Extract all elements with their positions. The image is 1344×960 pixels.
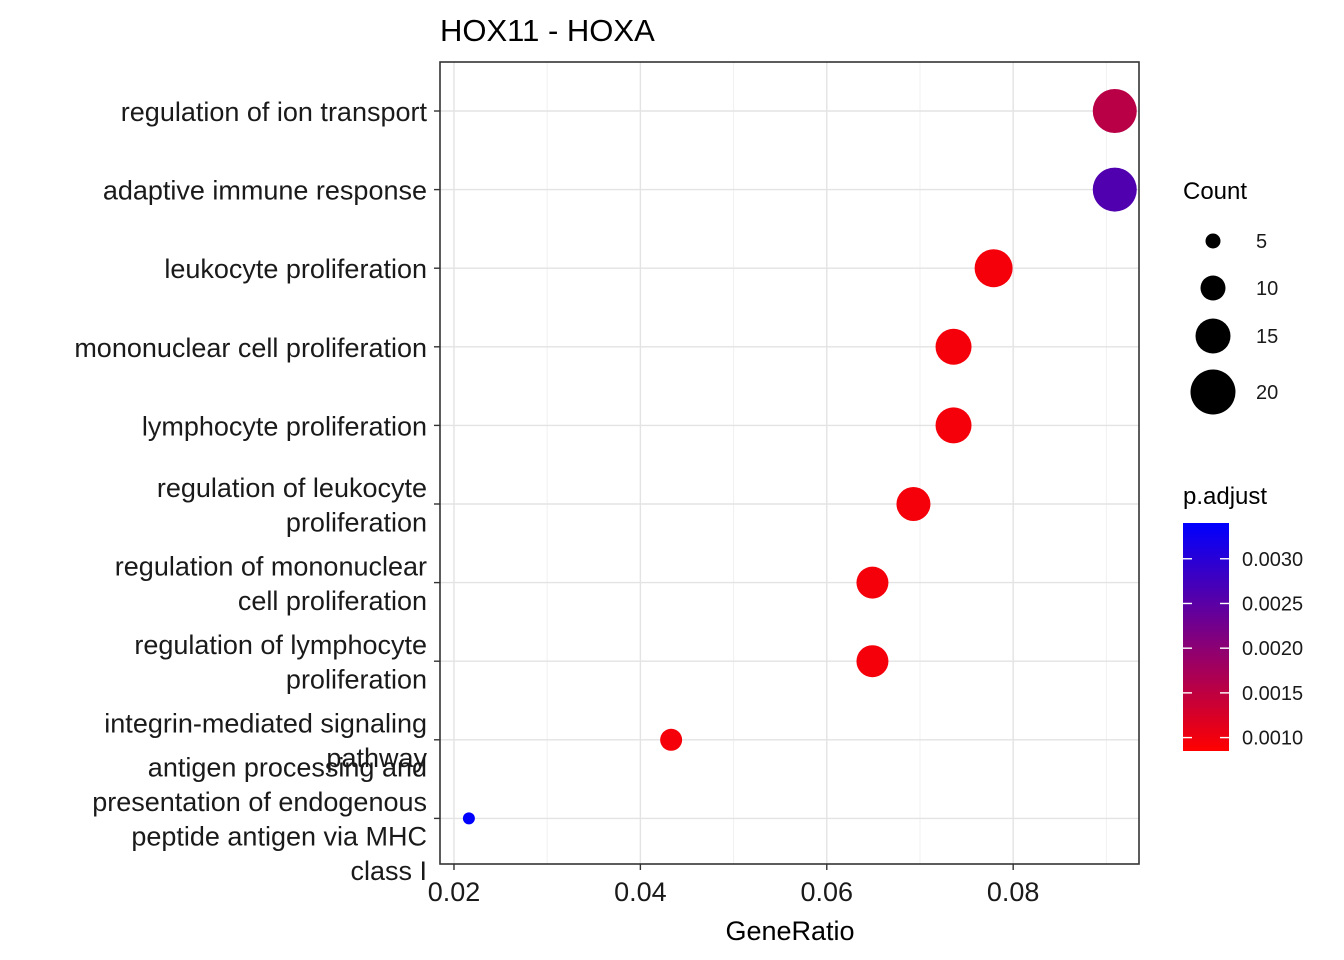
- y-tick-label: lymphocyte proliferation: [142, 411, 427, 441]
- data-points: [462, 89, 1137, 825]
- panel-frame: [439, 61, 1140, 865]
- count-legend-key: [1195, 318, 1231, 354]
- x-tick-label: 0.06: [800, 877, 853, 907]
- x-tick-label: 0.04: [614, 877, 667, 907]
- y-tick-label: cell proliferation: [238, 586, 427, 616]
- count-legend-key: [1200, 275, 1226, 301]
- data-point: [856, 566, 889, 599]
- count-legend-key: [1190, 369, 1236, 415]
- count-legend-key: [1205, 233, 1221, 249]
- data-point: [935, 407, 972, 444]
- x-axis-title: GeneRatio: [725, 916, 854, 946]
- data-point: [462, 812, 475, 825]
- x-tick-label: 0.02: [428, 877, 481, 907]
- count-legend-label: 15: [1256, 326, 1278, 348]
- y-tick-label: mononuclear cell proliferation: [74, 333, 427, 363]
- y-tick-label: peptide antigen via MHC: [131, 822, 427, 852]
- p-adjust-legend-label: 0.0030: [1242, 549, 1303, 571]
- y-axis: regulation of ion transport adaptive immu…: [74, 97, 440, 886]
- y-tick-label: adaptive immune response: [103, 176, 427, 206]
- p-adjust-legend-title: p.adjust: [1183, 483, 1267, 510]
- data-point: [935, 328, 972, 365]
- y-tick-label: integrin-mediated signaling: [104, 709, 427, 739]
- count-legend-title: Count: [1183, 178, 1247, 205]
- count-legend-label: 20: [1256, 382, 1278, 404]
- data-point: [856, 645, 889, 678]
- panel-border: [439, 61, 1140, 865]
- y-tick-label: proliferation: [286, 507, 427, 537]
- data-point: [1092, 89, 1137, 133]
- y-tick-label: regulation of mononuclear: [115, 551, 427, 581]
- y-tick-label: regulation of leukocyte: [157, 473, 427, 503]
- y-tick-label: class I: [350, 856, 427, 886]
- plot-panel: [440, 62, 1139, 864]
- x-axis: 0.02 0.04 0.06 0.08: [428, 864, 1040, 907]
- grid-lines: [440, 62, 1139, 864]
- y-tick-label: pathway: [326, 743, 427, 773]
- p-adjust-legend-label: 0.0015: [1242, 683, 1303, 705]
- y-tick-label: regulation of lymphocyte: [134, 630, 427, 660]
- y-tick-label: regulation of ion transport: [121, 97, 428, 127]
- count-legend: Count 5 10 15 20: [1183, 178, 1278, 415]
- p-adjust-colorbar: [1183, 523, 1229, 751]
- p-adjust-legend-label: 0.0010: [1242, 728, 1303, 750]
- p-adjust-legend: p.adjust 0.0010 0.0015 0.0020 0.0025 0.0030: [1183, 483, 1303, 751]
- panel-background: [440, 62, 1139, 864]
- x-tick-label: 0.08: [987, 877, 1040, 907]
- data-point: [974, 249, 1013, 288]
- y-tick-label: proliferation: [286, 664, 427, 694]
- y-tick-label: presentation of endogenous: [92, 787, 427, 817]
- count-legend-label: 5: [1256, 231, 1267, 253]
- p-adjust-legend-label: 0.0025: [1242, 593, 1303, 615]
- data-point: [1092, 167, 1137, 212]
- chart-title: HOX11 - HOXA: [440, 13, 655, 48]
- data-point: [896, 487, 931, 521]
- y-tick-label: antigen processing and: [148, 753, 427, 783]
- data-point: [660, 728, 683, 751]
- y-tick-label: leukocyte proliferation: [164, 254, 427, 284]
- count-legend-label: 10: [1256, 278, 1278, 300]
- p-adjust-legend-label: 0.0020: [1242, 638, 1303, 660]
